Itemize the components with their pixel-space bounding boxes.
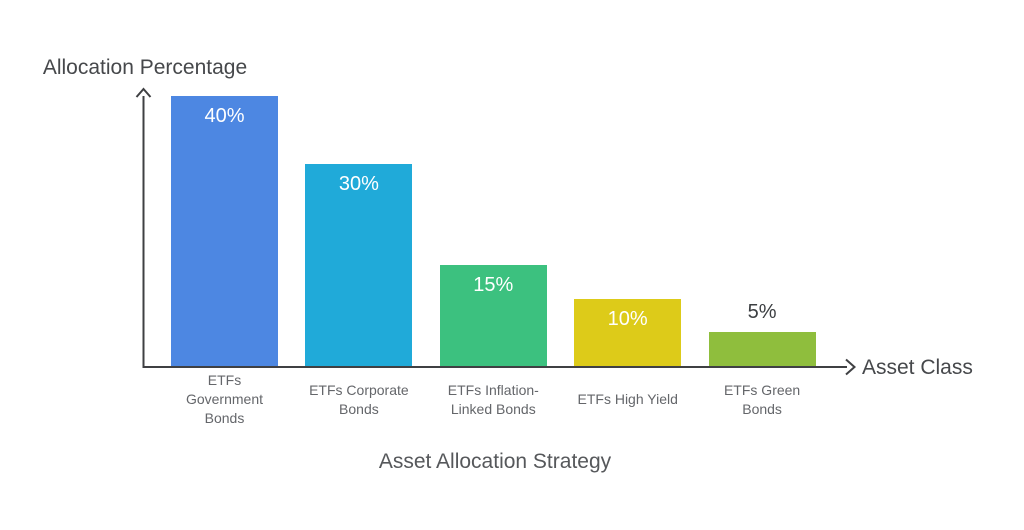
category-label: ETFs High Yield: [577, 391, 678, 407]
bar-etfs-government-bonds: 40%: [171, 96, 278, 366]
bar-etfs-inflation-linked-bonds: 15%: [439, 264, 547, 366]
category-label: ETFs Corporate Bonds: [309, 381, 409, 417]
y-axis-title: Allocation Percentage: [42, 56, 248, 79]
category-label: ETFs Inflation- Linked Bonds: [447, 381, 539, 417]
category-label: ETFs Government Bonds: [185, 372, 264, 426]
bar-etfs-high-yield: 10%: [574, 298, 682, 366]
bar-etfs-green-bonds: [708, 332, 816, 366]
bar-value-label: 5%: [747, 301, 777, 324]
y-axis-arrow-icon: [135, 87, 152, 98]
bar-etfs-corporate-bonds: 30%: [305, 163, 413, 366]
x-axis-title: Asset Class: [862, 356, 973, 379]
bar-value-label: 30%: [338, 172, 379, 195]
bar-value-label: 15%: [473, 273, 514, 296]
bar-value-label: 10%: [607, 307, 648, 330]
chart-title: Asset Allocation Strategy: [378, 450, 612, 473]
bar-value-label: 40%: [204, 105, 245, 127]
x-axis-arrow-icon: [845, 358, 857, 376]
category-label: ETFs Green Bonds: [723, 381, 801, 417]
